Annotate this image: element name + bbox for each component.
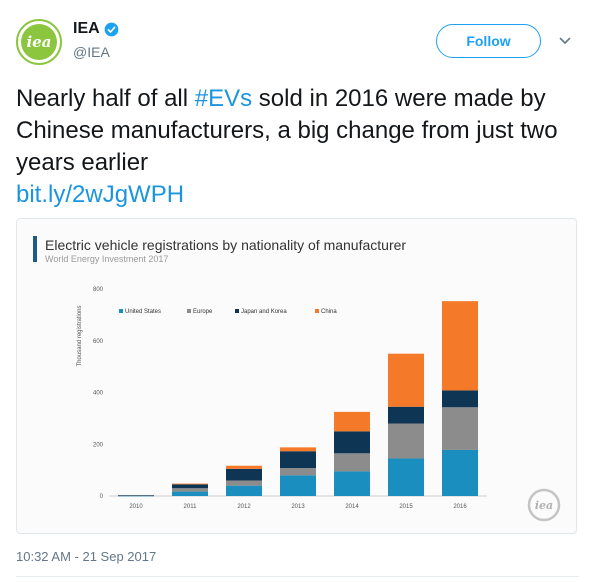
- bar-segment: [442, 407, 478, 450]
- y-tick-label: 0: [100, 494, 104, 500]
- bar-segment: [172, 484, 208, 489]
- bar-segment: [226, 485, 262, 496]
- author-name-row[interactable]: IEA: [73, 20, 119, 38]
- legend-swatch: [235, 309, 239, 313]
- svg-text:iea: iea: [535, 499, 553, 512]
- media-card[interactable]: Electric vehicle registrations by nation…: [16, 218, 577, 534]
- bar-segment: [334, 471, 370, 496]
- tweet-timestamp[interactable]: 10:32 AM - 21 Sep 2017: [16, 549, 157, 564]
- bar-segment: [118, 495, 154, 496]
- author-handle[interactable]: @IEA: [73, 44, 110, 60]
- bar-segment: [226, 468, 262, 481]
- x-tick-label: 2010: [129, 504, 143, 510]
- tweet-text-part-2: sold in 2016 were made by Chinese manufa…: [16, 85, 558, 176]
- bar-segment: [334, 453, 370, 472]
- bar-segment: [334, 431, 370, 454]
- title-accent-bar: [33, 236, 37, 262]
- x-tick-label: 2016: [453, 504, 467, 510]
- ev-registrations-chart: Electric vehicle registrations by nation…: [33, 236, 561, 522]
- y-tick-label: 200: [93, 442, 104, 448]
- x-tick-label: 2011: [184, 504, 198, 510]
- hashtag-link[interactable]: #EVs: [194, 85, 253, 112]
- bar-segment: [280, 451, 316, 469]
- tweet-text-part-1: Nearly half of all: [16, 85, 195, 112]
- legend-label: Europe: [193, 309, 213, 315]
- y-axis-label: Thousand registrations: [77, 305, 83, 366]
- legend-swatch: [315, 309, 319, 313]
- legend-swatch: [119, 309, 123, 313]
- x-tick-label: 2012: [237, 504, 251, 510]
- bar-segment: [226, 480, 262, 486]
- chart-title: Electric vehicle registrations by nation…: [45, 237, 406, 253]
- bar-segment: [388, 458, 424, 496]
- bar-segment: [280, 475, 316, 496]
- legend-label: Japan and Korea: [241, 309, 287, 315]
- author-name[interactable]: IEA: [73, 20, 100, 37]
- avatar-logo: iea: [21, 24, 57, 60]
- follow-button[interactable]: Follow: [436, 24, 541, 58]
- x-tick-label: 2014: [345, 504, 359, 510]
- bar-segment: [172, 488, 208, 492]
- bar-segment: [442, 449, 478, 496]
- tweet-text: Nearly half of all #EVs sold in 2016 wer…: [16, 83, 576, 211]
- bar-segment: [388, 406, 424, 424]
- bar-segment: [280, 447, 316, 452]
- y-tick-label: 400: [93, 391, 104, 397]
- bar-segment: [388, 423, 424, 459]
- bar-segment: [442, 301, 478, 391]
- legend-label: China: [321, 309, 337, 315]
- avatar[interactable]: iea: [16, 19, 62, 65]
- bar-segment: [172, 483, 208, 485]
- bar-segment: [280, 468, 316, 476]
- bar-segment: [172, 491, 208, 496]
- chevron-down-icon[interactable]: [559, 36, 571, 46]
- y-tick-label: 800: [93, 287, 104, 293]
- y-tick-label: 600: [93, 339, 104, 345]
- legend-swatch: [187, 309, 191, 313]
- x-tick-label: 2015: [399, 504, 413, 510]
- bar-segment: [442, 390, 478, 408]
- iea-watermark-logo: iea: [527, 488, 561, 522]
- bar-segment: [226, 465, 262, 469]
- x-tick-label: 2013: [291, 504, 305, 510]
- verified-badge-icon: [104, 22, 119, 36]
- legend-label: United States: [125, 309, 161, 315]
- tweet-url-link[interactable]: bit.ly/2wJgWPH: [16, 181, 185, 208]
- divider: [16, 576, 579, 577]
- bar-segment: [334, 411, 370, 432]
- chart-subtitle: World Energy Investment 2017: [45, 254, 168, 264]
- bar-segment: [388, 353, 424, 407]
